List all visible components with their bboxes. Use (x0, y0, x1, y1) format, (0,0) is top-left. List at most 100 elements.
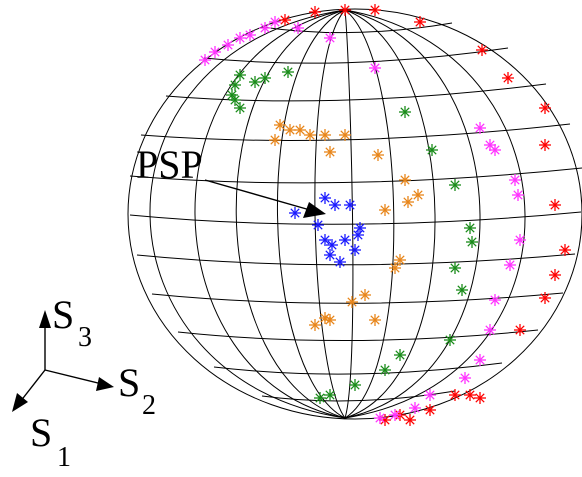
longitude-line (149, 9, 346, 419)
green-marker (426, 144, 438, 156)
orange-marker (304, 129, 316, 141)
red-marker (514, 324, 526, 336)
blue-marker (354, 222, 366, 234)
latitude-line (136, 253, 576, 266)
green-marker (226, 89, 238, 101)
red-marker (476, 44, 488, 56)
longitude-line (344, 9, 436, 419)
s1-axis-line (19, 369, 46, 403)
orange-marker (339, 129, 351, 141)
longitude-line (344, 9, 354, 419)
red-marker (369, 4, 381, 16)
magenta-marker (292, 22, 304, 34)
green-marker (249, 76, 261, 88)
magenta-marker (489, 144, 501, 156)
red-marker (424, 404, 436, 416)
s1-subscript: 1 (57, 442, 71, 473)
latitude-line (177, 329, 539, 342)
green-marker (349, 379, 361, 391)
longitude-line (276, 9, 346, 419)
magenta-marker (234, 32, 246, 44)
magenta-marker (409, 402, 421, 414)
s3-arrow-head (39, 310, 51, 328)
longitude-line (235, 9, 346, 419)
latitude-line (140, 123, 571, 141)
green-marker (456, 284, 468, 296)
s2-label: S (118, 360, 140, 405)
orange-marker (274, 119, 286, 131)
psp-label: PSP (136, 142, 203, 187)
red-marker (549, 199, 561, 211)
magenta-marker (374, 412, 386, 424)
orange-marker (389, 262, 401, 274)
longitude-line (344, 9, 395, 419)
magenta-marker (259, 22, 271, 34)
orange-marker (324, 146, 336, 158)
green-marker (259, 72, 271, 84)
sphere-outline (127, 8, 582, 420)
latitude-line (261, 390, 456, 402)
magenta-marker (512, 189, 524, 201)
longitude-line (344, 9, 481, 419)
green-marker (399, 106, 411, 118)
magenta-marker (222, 39, 234, 51)
psp-annotation: PSP (136, 142, 326, 218)
red-marker (539, 139, 551, 151)
blue-marker (339, 234, 351, 246)
orange-marker (269, 134, 281, 146)
red-marker (474, 392, 486, 404)
s1-label: S (30, 410, 52, 455)
green-marker (324, 389, 336, 401)
green-marker (394, 349, 406, 361)
blue-marker (324, 249, 336, 261)
red-marker (502, 72, 514, 84)
green-marker (282, 66, 294, 78)
orange-marker (372, 149, 384, 161)
s3-subscript: 3 (78, 322, 92, 353)
orange-marker (309, 319, 321, 331)
red-marker (279, 14, 291, 26)
green-marker (314, 392, 326, 404)
magenta-marker (514, 234, 526, 246)
s1-arrow-head (12, 393, 28, 412)
latitude-line (261, 22, 453, 34)
latitude-lines (129, 22, 582, 402)
green-marker (234, 69, 246, 81)
blue-marker (344, 199, 356, 211)
red-marker (404, 414, 416, 426)
magenta-marker (504, 259, 516, 271)
blue-marker (349, 244, 361, 256)
magenta-marker (474, 354, 486, 366)
red-marker (539, 292, 551, 304)
blue-marker (334, 256, 346, 268)
latitude-line (165, 83, 547, 102)
magenta-marker (484, 324, 496, 336)
orange-marker (294, 124, 306, 136)
s2-arrow-head (96, 377, 114, 391)
green-marker (449, 262, 461, 274)
red-marker (339, 4, 351, 16)
latitude-line (213, 362, 503, 375)
magenta-marker (459, 372, 471, 384)
sphere (127, 8, 582, 420)
orange-marker (394, 254, 406, 266)
longitude-lines (149, 9, 526, 419)
orange-marker (379, 204, 391, 216)
green-marker (229, 79, 241, 91)
latitude-line (129, 211, 582, 225)
s3-label: S (52, 292, 74, 337)
axes-legend: S 3 S 2 S 1 (12, 292, 156, 473)
orange-marker (412, 189, 424, 201)
red-marker (414, 16, 426, 28)
orange-marker (369, 314, 381, 326)
magenta-marker (269, 16, 281, 28)
red-marker (309, 6, 321, 18)
magenta-marker (389, 409, 401, 421)
green-marker (464, 222, 476, 234)
latitude-line (129, 167, 582, 184)
data-markers (199, 4, 571, 426)
red-marker (559, 244, 571, 256)
orange-marker (319, 312, 331, 324)
magenta-marker (424, 389, 436, 401)
